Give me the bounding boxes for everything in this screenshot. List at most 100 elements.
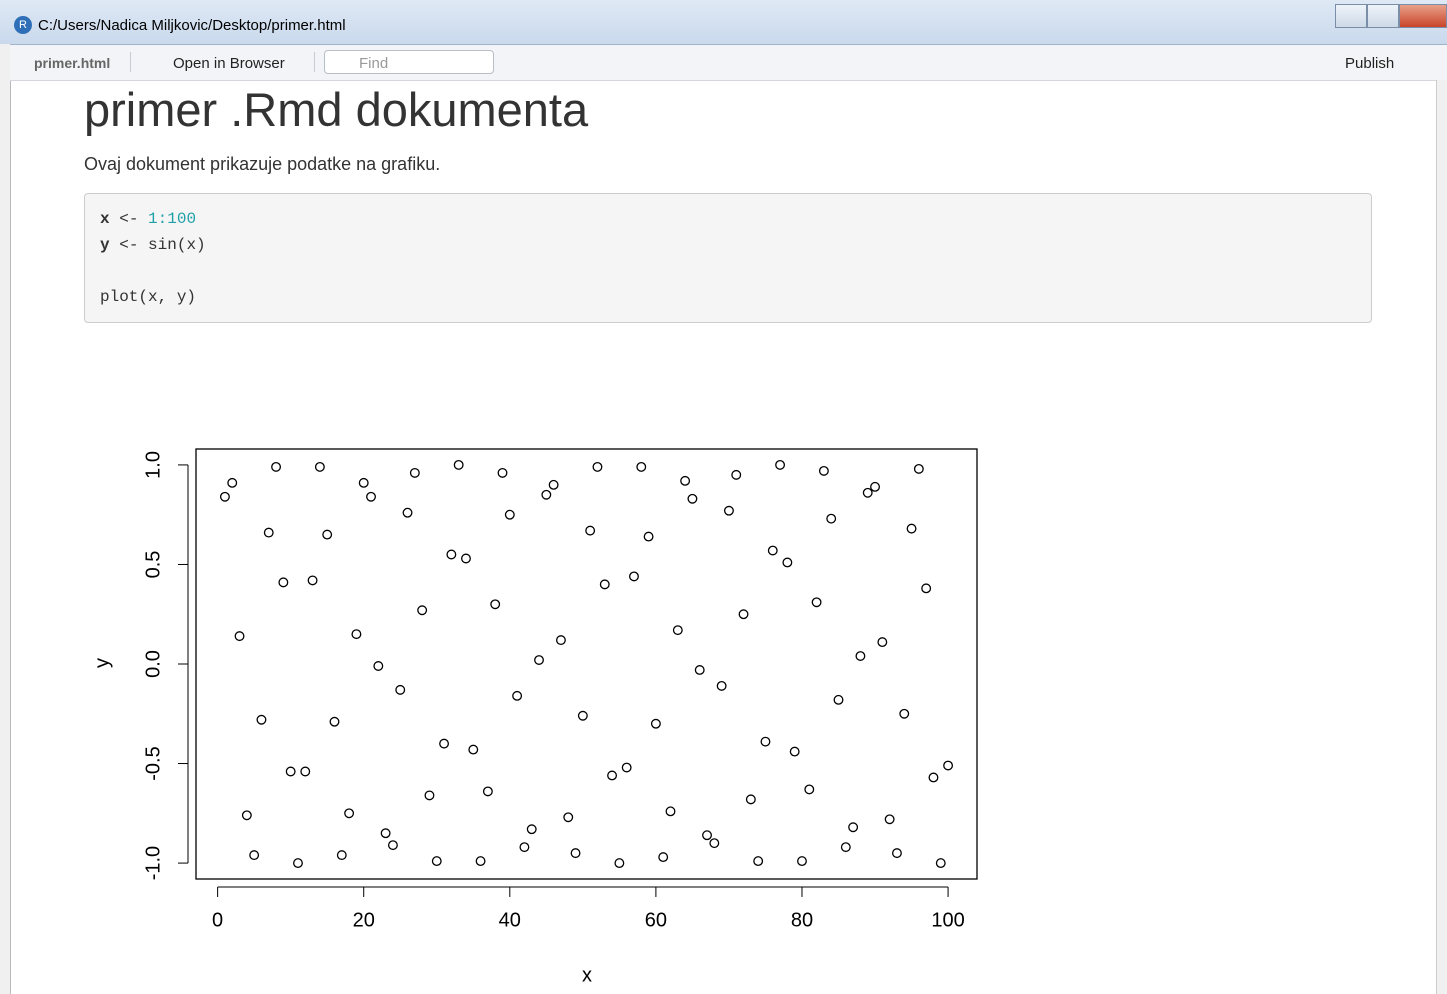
point <box>249 850 260 861</box>
y-tick-label: -1.0 <box>142 846 164 880</box>
point <box>658 852 669 863</box>
x-tick-label: 80 <box>791 909 813 931</box>
point <box>534 655 544 665</box>
point <box>366 491 376 502</box>
y-axis-label: y <box>91 658 113 668</box>
point <box>921 583 932 594</box>
find-placeholder: Find <box>359 55 389 72</box>
open-in-browser-button[interactable]: Open in Browser <box>173 55 285 72</box>
point <box>329 716 340 727</box>
point <box>402 507 413 518</box>
point <box>256 714 267 725</box>
point <box>789 746 800 757</box>
point <box>621 762 632 773</box>
y-tick-label: -0.5 <box>142 746 164 780</box>
point <box>767 545 778 556</box>
point <box>482 786 493 797</box>
separator <box>130 52 131 72</box>
plot-box <box>195 448 978 880</box>
point <box>263 527 274 538</box>
point <box>468 744 479 755</box>
code-token: x <box>100 210 110 228</box>
point <box>563 812 574 823</box>
window-title: C:/Users/Nadica Miljkovic/Desktop/primer… <box>38 17 346 34</box>
point <box>782 557 793 568</box>
point <box>278 577 289 588</box>
point <box>293 858 303 869</box>
point <box>307 575 318 586</box>
code-token: <- <box>119 210 139 228</box>
code-line: y <- sin(x) <box>100 236 206 254</box>
point <box>512 690 523 701</box>
point <box>848 822 859 833</box>
y-tick-label: 1.0 <box>142 451 164 479</box>
point <box>775 459 786 470</box>
x-axis-label: x <box>582 964 592 986</box>
point <box>526 824 537 835</box>
point <box>855 651 866 661</box>
point <box>833 694 844 705</box>
x-tick-label: 40 <box>499 909 521 931</box>
left-border <box>0 44 11 994</box>
y-tick-label: 0.0 <box>142 650 164 678</box>
x-tick-label: 20 <box>353 909 375 931</box>
point <box>913 463 924 474</box>
point <box>585 525 596 536</box>
window-controls <box>1335 4 1447 28</box>
point <box>672 625 683 636</box>
point <box>555 635 566 646</box>
publish-button[interactable]: Publish <box>1345 55 1395 72</box>
title-bar: R C:/Users/Nadica Miljkovic/Desktop/prim… <box>0 0 1447 45</box>
point <box>461 553 471 564</box>
code-token: <- <box>119 236 139 254</box>
point <box>599 579 610 590</box>
scrollbar[interactable] <box>1436 80 1447 994</box>
point <box>300 766 311 777</box>
point <box>643 531 654 542</box>
close-button[interactable] <box>1399 4 1447 28</box>
code-token: y) <box>176 288 197 306</box>
point <box>709 838 720 849</box>
point <box>322 529 333 540</box>
point <box>504 509 515 520</box>
file-name: primer.html <box>34 55 111 71</box>
point <box>395 684 406 695</box>
code-token: sin(x) <box>148 236 206 254</box>
point <box>497 467 508 478</box>
point <box>358 477 369 488</box>
point <box>797 856 807 867</box>
point <box>548 479 559 490</box>
point <box>227 477 238 488</box>
point <box>541 489 552 500</box>
point <box>417 605 428 616</box>
x-tick-label: 100 <box>931 909 964 931</box>
point <box>738 609 749 620</box>
point <box>943 760 954 771</box>
point <box>694 665 705 675</box>
point <box>351 629 362 640</box>
minimize-button[interactable] <box>1335 4 1367 28</box>
point <box>424 790 435 801</box>
point <box>665 806 676 817</box>
point <box>241 810 252 821</box>
point <box>862 487 873 498</box>
point <box>380 828 391 839</box>
point <box>840 842 851 853</box>
point <box>650 718 661 729</box>
find-box[interactable]: Find <box>324 50 494 74</box>
document-title: primer .Rmd dokumenta <box>84 83 589 136</box>
point <box>716 680 727 691</box>
point <box>336 850 347 861</box>
point <box>577 710 588 721</box>
y-tick-label: 0.5 <box>142 551 164 579</box>
point <box>219 491 230 502</box>
point <box>570 848 581 859</box>
code-token: 1:100 <box>148 210 197 228</box>
code-block: x <- 1:100 y <- sin(x) plot(x, y) <box>84 193 1372 323</box>
point <box>607 770 618 781</box>
toolbar: primer.html Open in Browser Find Publish <box>10 45 1447 81</box>
point <box>753 856 764 867</box>
maximize-button[interactable] <box>1367 4 1399 28</box>
point <box>490 599 501 610</box>
